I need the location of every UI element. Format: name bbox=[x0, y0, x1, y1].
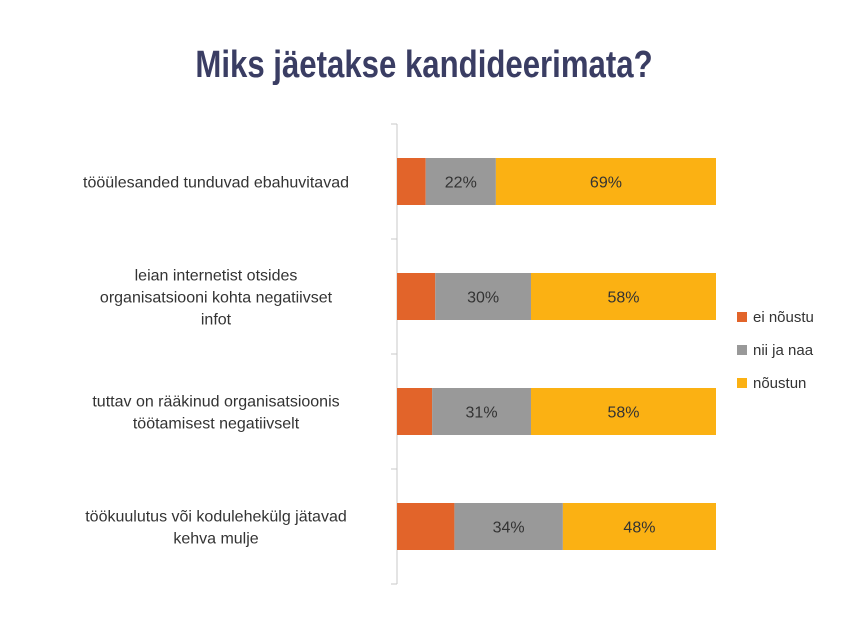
legend-swatch bbox=[737, 312, 747, 322]
category-label: organisatsiooni kohta negatiivset bbox=[100, 290, 333, 307]
bar-segment bbox=[562, 503, 716, 550]
data-label: 34% bbox=[493, 520, 525, 537]
data-label: 48% bbox=[623, 520, 655, 537]
bar-segment bbox=[454, 503, 563, 550]
data-label: 58% bbox=[607, 405, 639, 422]
bar-segment bbox=[495, 158, 716, 205]
data-label: 31% bbox=[466, 405, 498, 422]
data-label: 69% bbox=[590, 175, 622, 192]
bar-segment bbox=[530, 388, 716, 435]
legend-swatch bbox=[737, 378, 747, 388]
bar-segment bbox=[435, 273, 531, 320]
category-label: leian internetist otsides bbox=[135, 268, 298, 285]
bar-segment bbox=[397, 388, 433, 435]
bar-segment bbox=[432, 388, 531, 435]
category-label: tuttav on rääkinud organisatsioonis bbox=[92, 394, 339, 411]
legend-label: ei nõustu bbox=[753, 309, 814, 326]
data-label: 58% bbox=[607, 290, 639, 307]
category-label: infot bbox=[201, 312, 232, 329]
legend-label: nõustun bbox=[753, 375, 806, 392]
category-label: tööülesanded tunduvad ebahuvitavad bbox=[83, 175, 349, 192]
bar-segment bbox=[530, 273, 716, 320]
category-label: töötamisest negatiivselt bbox=[133, 416, 300, 433]
category-label: töökuulutus või kodulehekülg jätavad bbox=[85, 509, 347, 526]
legend-swatch bbox=[737, 345, 747, 355]
category-label: kehva mulje bbox=[173, 531, 258, 548]
data-label: 30% bbox=[467, 290, 499, 307]
legend-label: nii ja naa bbox=[753, 342, 814, 359]
bar-segment bbox=[425, 158, 496, 205]
bar-segment bbox=[397, 503, 455, 550]
bar-segment bbox=[397, 273, 436, 320]
data-label: 22% bbox=[445, 175, 477, 192]
chart-title: Miks jäetakse kandideerimata? bbox=[195, 44, 653, 86]
bar-segment bbox=[397, 158, 426, 205]
